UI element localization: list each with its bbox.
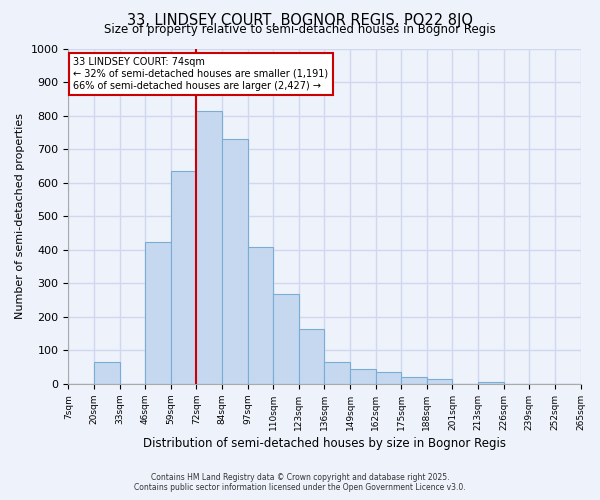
Bar	[376, 372, 401, 384]
Bar	[299, 328, 325, 384]
Bar	[401, 378, 427, 384]
Bar	[196, 111, 222, 384]
Bar	[325, 362, 350, 384]
X-axis label: Distribution of semi-detached houses by size in Bognor Regis: Distribution of semi-detached houses by …	[143, 437, 506, 450]
Y-axis label: Number of semi-detached properties: Number of semi-detached properties	[15, 114, 25, 320]
Text: 33, LINDSEY COURT, BOGNOR REGIS, PO22 8JQ: 33, LINDSEY COURT, BOGNOR REGIS, PO22 8J…	[127, 12, 473, 28]
Bar	[350, 369, 376, 384]
Bar	[145, 242, 171, 384]
Bar	[427, 379, 452, 384]
Text: 33 LINDSEY COURT: 74sqm
← 32% of semi-detached houses are smaller (1,191)
66% of: 33 LINDSEY COURT: 74sqm ← 32% of semi-de…	[73, 58, 329, 90]
Bar	[171, 172, 196, 384]
Bar	[222, 140, 248, 384]
Bar	[478, 382, 503, 384]
Text: Contains HM Land Registry data © Crown copyright and database right 2025.
Contai: Contains HM Land Registry data © Crown c…	[134, 473, 466, 492]
Bar	[94, 362, 119, 384]
Bar	[248, 246, 273, 384]
Bar	[273, 294, 299, 384]
Text: Size of property relative to semi-detached houses in Bognor Regis: Size of property relative to semi-detach…	[104, 22, 496, 36]
